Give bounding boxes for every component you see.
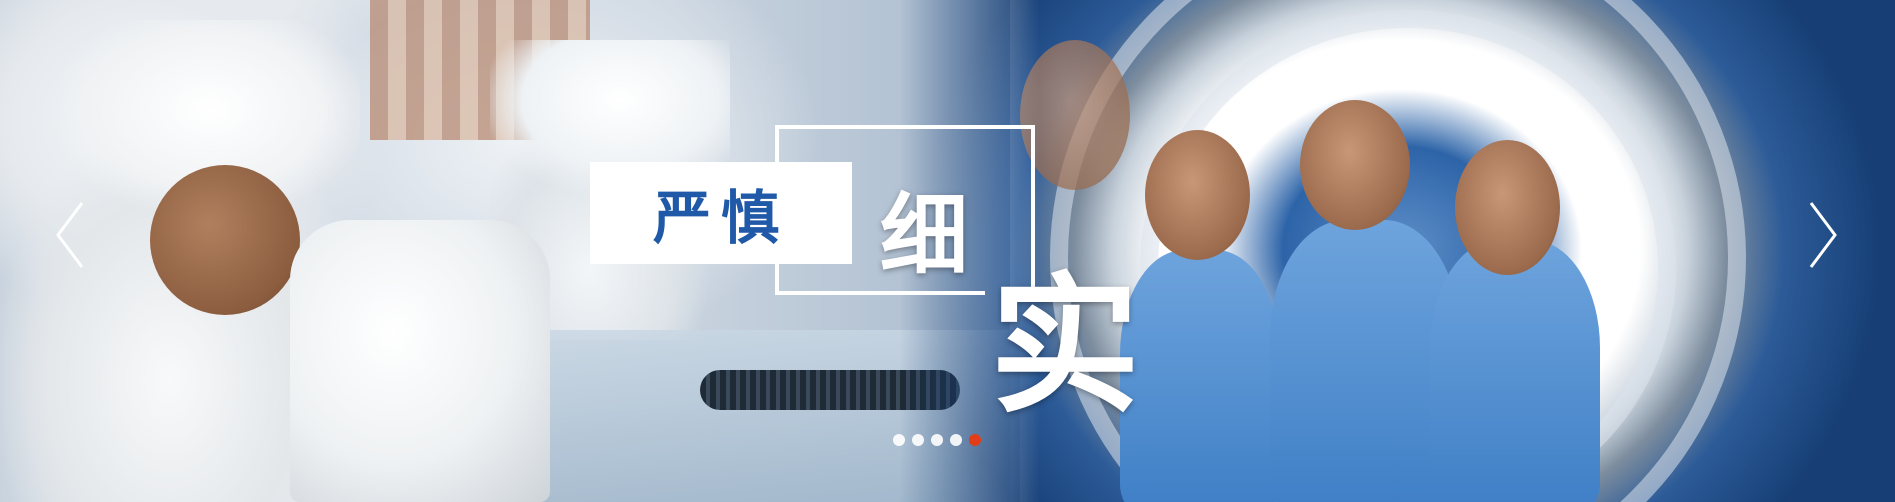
worker-face: [150, 165, 300, 315]
chevron-left-icon: [56, 202, 84, 268]
slogan-frame: [775, 125, 1035, 299]
slide-dot[interactable]: [931, 434, 943, 446]
engineer-face-1: [1145, 130, 1250, 260]
chevron-right-icon: [1809, 202, 1837, 268]
engineer-suit-2: [1270, 220, 1460, 502]
engineer-suit-1: [1120, 250, 1280, 502]
slogan-main-text: 严慎: [652, 184, 789, 252]
slide-dot[interactable]: [912, 434, 924, 446]
slide-dot[interactable]: [893, 434, 905, 446]
microscope: [290, 220, 550, 502]
engineer-face-left: [1020, 40, 1130, 190]
slogan-brush-char-1: 细: [880, 183, 969, 287]
slogan-brush-char-2: 实: [990, 258, 1141, 434]
tunnel-photo: [900, 0, 1895, 502]
slide-pagination: [893, 434, 981, 446]
slide-dot[interactable]: [950, 434, 962, 446]
next-slide-button[interactable]: [1803, 195, 1843, 275]
engineer-suit-3: [1430, 240, 1600, 502]
engineer-face-3: [1455, 140, 1560, 275]
slogan-frame-bottom: [775, 291, 985, 295]
prev-slide-button[interactable]: [50, 195, 90, 275]
slide-dot[interactable]: [969, 434, 981, 446]
engineer-face-2: [1300, 100, 1410, 230]
slogan-box: 严慎: [590, 162, 852, 264]
